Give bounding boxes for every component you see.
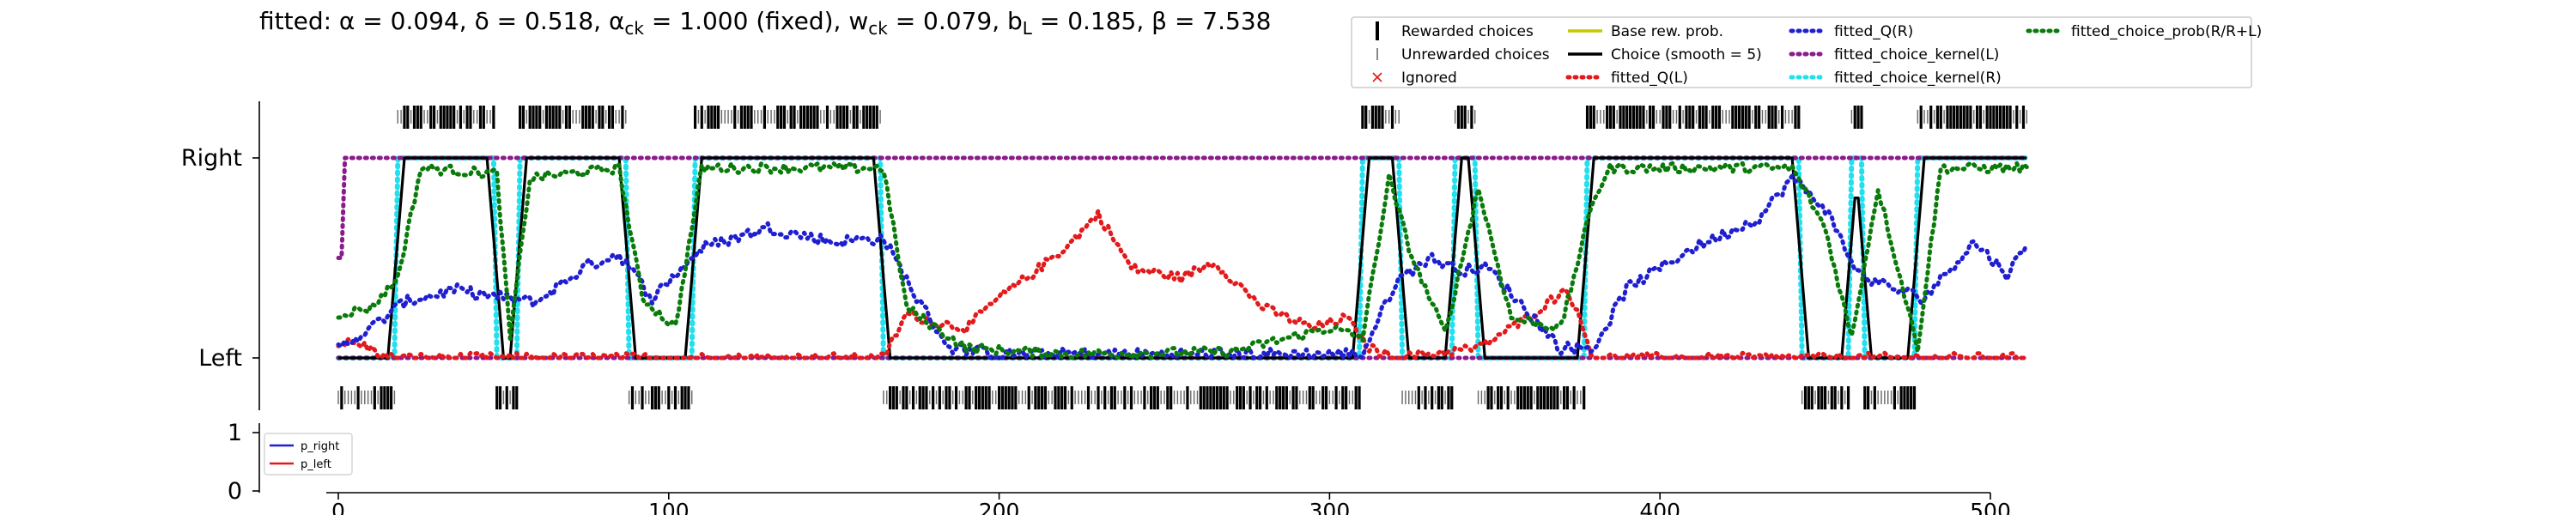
legend-label: fitted_Q(L): [1611, 70, 1688, 87]
bottom-xtick-label: 100: [648, 499, 690, 515]
fitted-choice-kernel-right-line: [336, 155, 2030, 360]
bottom-xtick-label: 300: [1309, 499, 1351, 515]
top-axes: Right Left: [181, 101, 2030, 410]
title-subscript: ck: [624, 18, 644, 39]
bottom-xtick-label: 200: [979, 499, 1020, 515]
bottom-ytick-label: 1: [228, 420, 242, 446]
bottom-axes: 0 1 0 100 200 300 400 500: [228, 420, 2011, 515]
fitted-choice-prob-line: [336, 161, 2029, 360]
bottom-xtick-label: 400: [1639, 499, 1680, 515]
top-legend: Rewarded choices Unrewarded choices Ignore…: [1351, 16, 2262, 88]
legend-label: Choice (smooth = 5): [1611, 46, 1762, 64]
bottom-ytick-label: 0: [228, 478, 242, 505]
legend-label: Rewarded choices: [1401, 23, 1534, 40]
title-subscript: ck: [868, 18, 888, 39]
choice-smooth-line: [338, 156, 2027, 360]
fitted-q-left-line: [336, 209, 2029, 360]
title-segment: = 0.079, b: [888, 7, 1023, 35]
legend-label: fitted_choice_prob(R/R+L): [2071, 23, 2262, 40]
legend-label: fitted_choice_kernel(L): [1834, 46, 1999, 64]
top-ytick-label: Left: [198, 345, 242, 372]
title-segment: fitted: α = 0.094, δ = 0.518, α: [259, 7, 624, 35]
legend-marker-ignored: [1372, 72, 1382, 82]
title-segment: = 1.000 (fixed), w: [644, 7, 868, 35]
fitted-q-right-line: [336, 173, 2029, 360]
bottom-legend-label: p_left: [301, 458, 331, 471]
legend-label: Unrewarded choices: [1401, 46, 1550, 64]
bottom-legend-label: p_right: [301, 440, 339, 453]
legend-label: fitted_Q(R): [1834, 23, 1913, 40]
legend-label: Base rew. prob.: [1611, 23, 1723, 40]
choice-raster: [337, 106, 2028, 409]
legend-label: Ignored: [1401, 70, 1457, 87]
chart-title: fitted: α = 0.094, δ = 0.518, αck = 1.00…: [259, 7, 1271, 39]
title-segment: = 0.185, β = 7.538: [1032, 7, 1272, 35]
title-subscript: L: [1023, 18, 1033, 39]
top-ytick-label: Right: [181, 145, 242, 172]
bottom-xtick-label: 0: [331, 499, 345, 515]
legend-frame: [1351, 16, 2252, 88]
bottom-xtick-label: 500: [1970, 499, 2011, 515]
bottom-legend: p_right p_left: [264, 433, 353, 476]
fitted-choice-kernel-left-line: [336, 155, 2029, 260]
legend-label: fitted_choice_kernel(R): [1834, 70, 2002, 87]
